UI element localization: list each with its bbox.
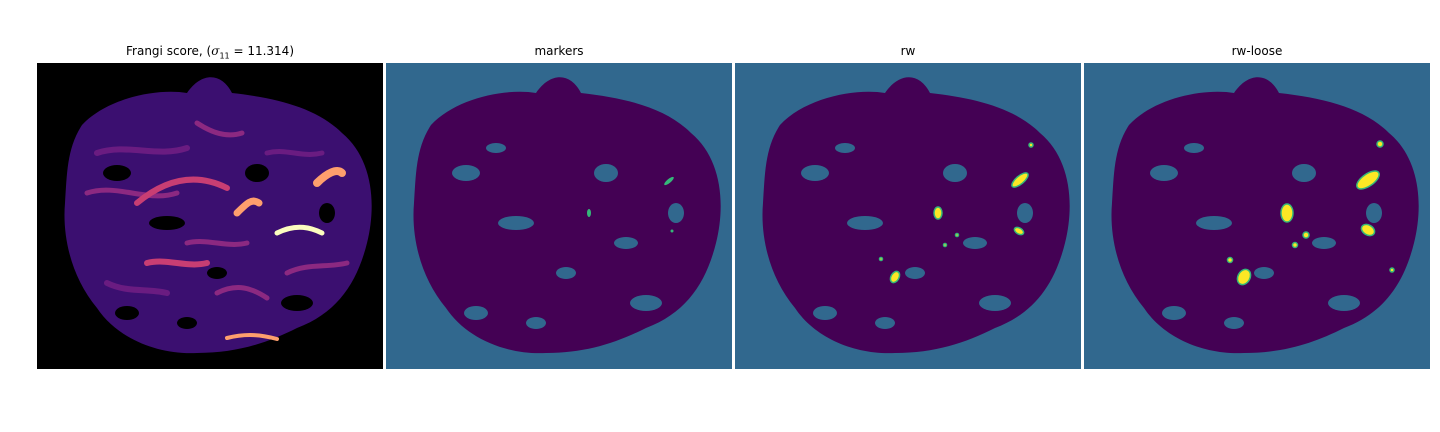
rw-svg bbox=[735, 63, 1081, 369]
markers-seeds bbox=[587, 176, 674, 233]
rw-loose-holes bbox=[1150, 143, 1382, 329]
panel-title-rw-loose: rw-loose bbox=[1231, 44, 1283, 58]
panel-title-markers: markers bbox=[534, 44, 584, 58]
rw-loose-svg bbox=[1084, 63, 1430, 369]
rw-loose-segments bbox=[1226, 140, 1395, 286]
rw-loose-image bbox=[1084, 63, 1430, 369]
frangi-holes bbox=[103, 164, 335, 329]
markers-image bbox=[386, 63, 732, 369]
markers-svg bbox=[386, 63, 732, 369]
markers-holes bbox=[452, 143, 684, 329]
panel-title-frangi: Frangi score, (σ11 = 11.314) bbox=[126, 44, 294, 61]
rw-holes bbox=[801, 143, 1033, 329]
rw-image bbox=[735, 63, 1081, 369]
rw-segments bbox=[878, 142, 1034, 284]
frangi-score-svg bbox=[37, 63, 383, 369]
frangi-vessels bbox=[84, 120, 350, 341]
panel-title-rw: rw bbox=[900, 44, 916, 58]
frangi-tissue-blob bbox=[64, 77, 372, 354]
frangi-score-image bbox=[37, 63, 383, 369]
